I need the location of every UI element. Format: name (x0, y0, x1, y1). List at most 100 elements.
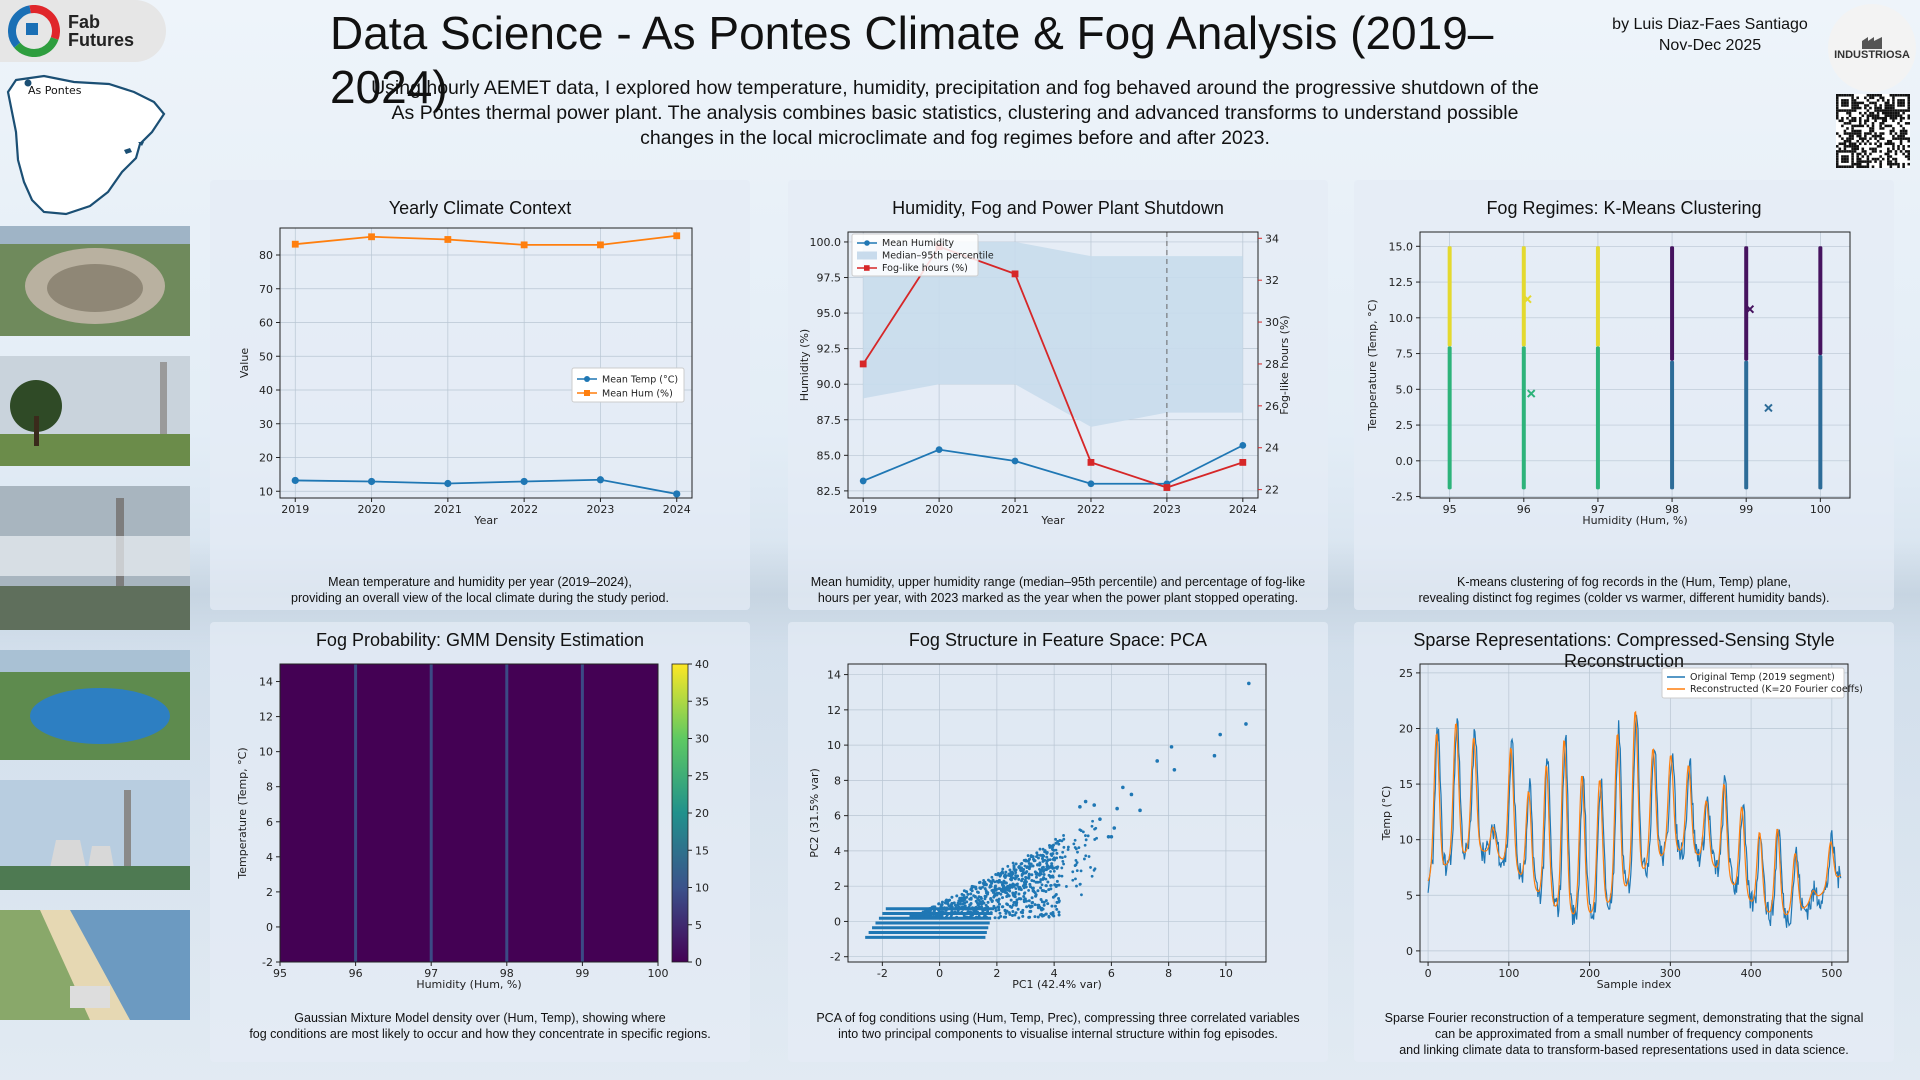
qr-module (1848, 119, 1852, 123)
qr-module (1892, 162, 1895, 166)
qr-module (1848, 134, 1852, 138)
colorbar (671, 663, 689, 963)
pca-point (1056, 865, 1060, 869)
pca-point (932, 909, 936, 913)
pca-point (995, 898, 999, 902)
qr-module (1864, 119, 1867, 123)
y-tick-label: 5 (695, 919, 702, 932)
qr-module (1838, 109, 1842, 112)
qr-module (1858, 162, 1862, 166)
qr-module (1874, 106, 1877, 110)
pca-point (932, 915, 936, 919)
qr-module (1853, 132, 1857, 135)
data-point (367, 477, 376, 486)
panel-pca: Fog Structure in Feature Space: PCA -2 0 2… (788, 622, 1328, 1062)
qr-module (1894, 109, 1898, 112)
pca-point (1029, 862, 1033, 866)
qr-module (1897, 101, 1900, 105)
pca-point (1062, 862, 1066, 866)
pca-point (1040, 906, 1044, 910)
qr-module (1894, 157, 1898, 161)
qr-module (1858, 137, 1862, 140)
pca-point (950, 909, 954, 913)
qr-code-icon (1836, 94, 1910, 168)
qr-module (1897, 145, 1900, 148)
pca-point (1057, 897, 1061, 901)
qr-module (1869, 142, 1872, 146)
pca-point (1045, 859, 1049, 863)
pca-point (944, 915, 948, 919)
qr-module (1876, 134, 1880, 138)
x-tick-label: 95 (273, 967, 287, 980)
x-axis-label: Year (1040, 514, 1065, 527)
pca-point (1034, 872, 1038, 876)
pca-point (1090, 824, 1094, 828)
pca-point (1040, 857, 1044, 861)
pca-point (1218, 732, 1222, 737)
pca-point (1034, 875, 1038, 879)
qr-module (1864, 165, 1867, 168)
qr-module (1851, 147, 1854, 151)
pca-point (912, 915, 916, 919)
pca-point (1015, 901, 1019, 905)
x-tick-label: 4 (1051, 967, 1058, 980)
pca-point (1016, 907, 1020, 911)
qr-module (1904, 137, 1908, 140)
qr-module (1871, 150, 1875, 153)
cluster-points (1744, 246, 1749, 361)
pca-point (1155, 759, 1160, 763)
qr-module (1864, 122, 1867, 125)
qr-module (1884, 124, 1888, 128)
qr-module (1892, 116, 1895, 120)
intro-text: Using hourly AEMET data, I explored how … (371, 77, 1539, 149)
y-tick-label: 12.5 (1389, 276, 1414, 289)
qr-module (1876, 94, 1880, 97)
qr-module (1841, 137, 1844, 140)
pca-point (1027, 867, 1031, 871)
qr-module (1864, 132, 1867, 135)
plot-frame (279, 227, 693, 499)
x-axis-label: Sample index (1597, 978, 1672, 991)
pca-point (1020, 872, 1024, 876)
pca-point (1029, 854, 1033, 858)
data-point (368, 233, 375, 241)
plot-frame (847, 231, 1259, 499)
panel-title: Humidity, Fog and Power Plant Shutdown (892, 198, 1224, 218)
qr-module (1869, 114, 1872, 117)
qr-module (1848, 137, 1852, 140)
pca-point (1077, 846, 1081, 850)
qr-module (1902, 134, 1905, 138)
qr-module (1843, 132, 1847, 135)
qr-module (1851, 145, 1854, 148)
pca-point (944, 911, 948, 915)
qr-module (1866, 94, 1870, 97)
x-tick-label: 200 (1579, 967, 1600, 980)
pca-point (948, 898, 952, 902)
pca-point (1012, 865, 1016, 869)
pca-point (982, 901, 986, 905)
pca-point (1036, 903, 1040, 907)
pca-point (997, 902, 1001, 906)
pca-point (1042, 872, 1046, 876)
qr-module (1843, 129, 1847, 133)
qr-module (1894, 114, 1898, 117)
pca-point (1079, 869, 1083, 873)
pca-point (1060, 874, 1064, 878)
chart-pca: -2 0 2 4 6 8 10 -2 0 2 4 6 8 10 12 14 PC1 (42.4% var) PC2… (808, 663, 1267, 991)
pca-point (999, 880, 1003, 884)
qr-module (1846, 111, 1849, 115)
y-tick-label: 20 (695, 807, 709, 820)
qr-module (1858, 101, 1862, 105)
density-ridge (580, 664, 584, 962)
pca-point (979, 897, 983, 901)
qr-module (1869, 132, 1872, 135)
y-tick-label: 30 (695, 733, 709, 746)
pca-point (1054, 848, 1058, 852)
qr-module (1871, 134, 1875, 138)
pca-point (1051, 874, 1055, 878)
pca-point (1014, 862, 1018, 866)
pca-point (1083, 799, 1088, 804)
qr-module (1841, 104, 1844, 107)
y-tick-label: 24 (1265, 442, 1279, 455)
pca-point (1066, 845, 1070, 849)
